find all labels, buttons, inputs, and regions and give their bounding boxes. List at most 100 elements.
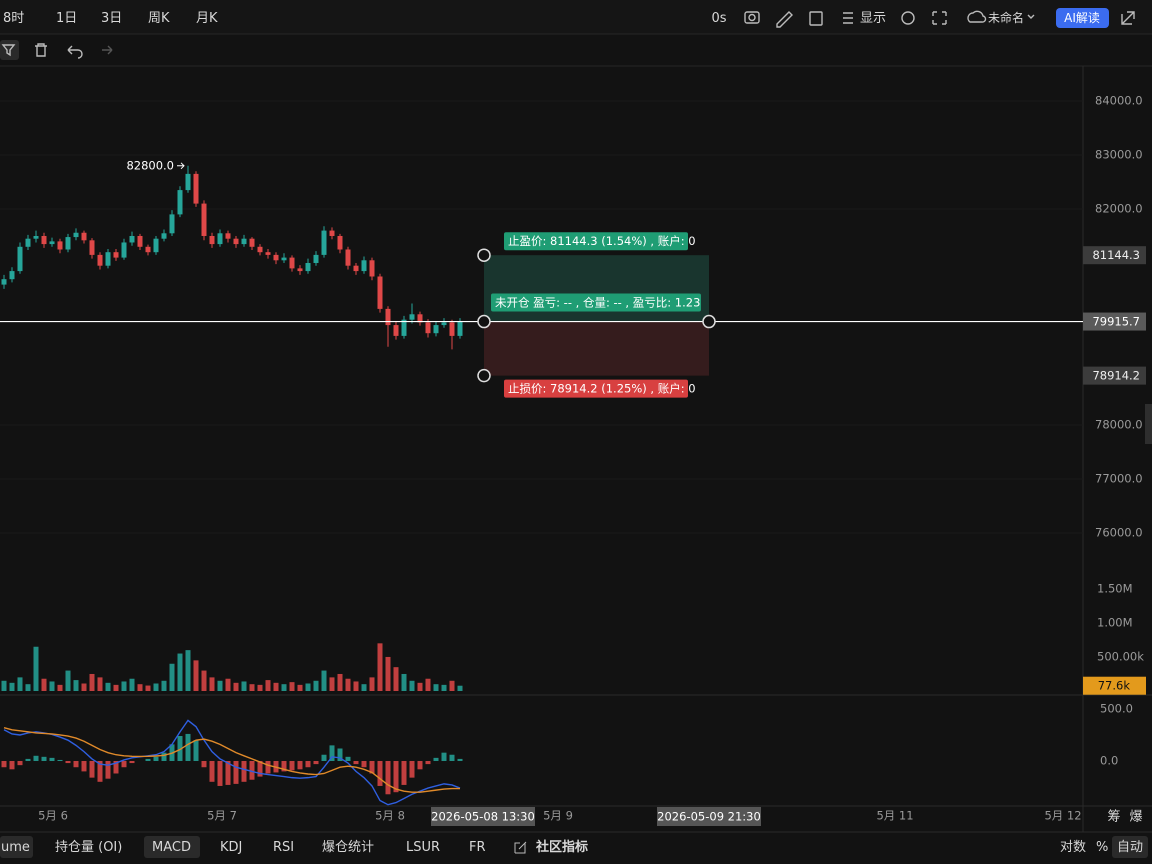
macd-bar [201, 760, 207, 768]
macd-bar [97, 760, 103, 782]
macd-bar [457, 758, 463, 761]
pencil-icon[interactable] [776, 11, 793, 28]
volume-bar [425, 678, 431, 691]
trash-icon[interactable] [35, 43, 47, 57]
macd-bar [161, 752, 167, 761]
volume-bar [401, 673, 407, 691]
drag-handle[interactable] [477, 248, 491, 262]
y-tick-label: 83000.0 [1095, 147, 1143, 161]
macd-tick-label: 500.0 [1100, 701, 1133, 715]
macd-bar [25, 758, 31, 761]
drag-handle[interactable] [477, 314, 491, 329]
drag-handle[interactable] [702, 314, 716, 329]
stop-loss-label: 止损价: 78914.2 (1.25%) , 账户: 0 [508, 382, 696, 396]
volume-bar [161, 680, 167, 691]
candle-body [217, 233, 223, 245]
side-handle[interactable] [1145, 404, 1152, 444]
candle-body [193, 173, 199, 204]
scale-option[interactable]: % [1096, 840, 1108, 855]
candle-body [457, 321, 463, 336]
macd-bar [289, 760, 295, 771]
y-tick-label: 82000.0 [1095, 201, 1143, 215]
indicator-tab[interactable]: LSUR [406, 840, 440, 855]
candle-body [225, 233, 231, 239]
macd-bar [1, 760, 7, 768]
cloud-icon[interactable] [967, 10, 987, 23]
fullscreen-icon[interactable] [932, 11, 947, 25]
tab-bg [0, 836, 33, 858]
macd-bar [345, 756, 351, 761]
side-label[interactable]: 爆 [1129, 810, 1142, 825]
volume-bar [337, 673, 343, 691]
indicator-tab[interactable]: 社区指标 [535, 839, 588, 855]
y-tick-label: 78000.0 [1095, 417, 1143, 431]
candle-body [289, 257, 295, 269]
settings-icon[interactable] [901, 11, 915, 25]
macd-bar [121, 760, 127, 768]
candle-body [329, 230, 335, 236]
camera-lens [748, 13, 756, 22]
candle-body [273, 254, 279, 261]
candle-body [233, 238, 239, 245]
interval-tab[interactable]: 周K [148, 11, 170, 26]
indicator-tab[interactable]: MACD [152, 840, 191, 855]
candle-body [145, 246, 151, 253]
price-tag: 79915.7 [1092, 315, 1140, 329]
camera-icon[interactable] [744, 11, 760, 24]
indicator-tab[interactable]: KDJ [220, 840, 242, 855]
scale-option[interactable]: 对数 [1060, 840, 1086, 855]
redo-icon[interactable] [102, 45, 113, 55]
interval-tab[interactable]: 月K [196, 11, 218, 26]
share-icon[interactable] [1121, 11, 1135, 25]
volume-bar [289, 682, 295, 691]
macd-bar [377, 760, 383, 786]
macd-bar [393, 760, 399, 793]
macd-bar [153, 756, 159, 761]
macd-bar [225, 760, 231, 785]
dropdown-icon[interactable] [1027, 14, 1035, 19]
side-label[interactable]: 筹 [1107, 809, 1120, 825]
indicator-tab[interactable]: 持仓量 (OI) [55, 840, 122, 855]
candle-body [97, 254, 103, 266]
indicator-tab[interactable]: 爆仓统计 [322, 840, 374, 855]
interval-tab[interactable]: 1日 [56, 11, 77, 26]
candle-body [41, 235, 47, 245]
undo-icon[interactable] [67, 45, 83, 59]
x-tick-label: 5月 6 [38, 809, 68, 823]
candle-body [385, 308, 391, 326]
indicator-tab[interactable]: ume [1, 840, 30, 855]
ai-button-bg[interactable] [1056, 8, 1109, 28]
edit-icon [514, 841, 527, 854]
crosshair-label: 2026-05-09 21:30 [657, 810, 761, 824]
candle-body [337, 235, 343, 250]
candle-body [49, 241, 55, 245]
menu-icon[interactable] [843, 12, 853, 24]
drag-handle[interactable] [477, 368, 491, 383]
volume-bar [433, 684, 439, 691]
candle-body [17, 246, 23, 272]
macd-bar [433, 757, 439, 761]
macd-bar [17, 760, 23, 766]
price-tag-bg [1083, 366, 1146, 385]
volume-bar [193, 660, 199, 691]
volume-bar [225, 678, 231, 691]
indicator-tab[interactable]: RSI [273, 840, 294, 855]
interval-tab[interactable]: 8时 [3, 11, 24, 26]
x-tick-label: 5月 11 [876, 809, 913, 823]
candle-body [305, 262, 311, 272]
interval-tab[interactable]: 3日 [101, 11, 122, 26]
price-tag-bg [1083, 312, 1146, 331]
x-tick-label: 5月 8 [375, 809, 405, 823]
macd-bar [329, 745, 335, 761]
scale-option[interactable]: 自动 [1117, 840, 1143, 855]
ai-button[interactable]: AI解读 [1064, 11, 1100, 25]
display-button[interactable]: 显示 [860, 11, 886, 26]
indicator-tab[interactable]: FR [469, 840, 486, 855]
candle-body [281, 257, 287, 261]
note-icon[interactable] [809, 11, 823, 26]
volume-bar [17, 677, 23, 691]
layout-name[interactable]: 未命名 [988, 10, 1024, 25]
macd-bar [113, 760, 119, 774]
macd-bar [305, 760, 311, 768]
volume-bar [369, 677, 375, 691]
